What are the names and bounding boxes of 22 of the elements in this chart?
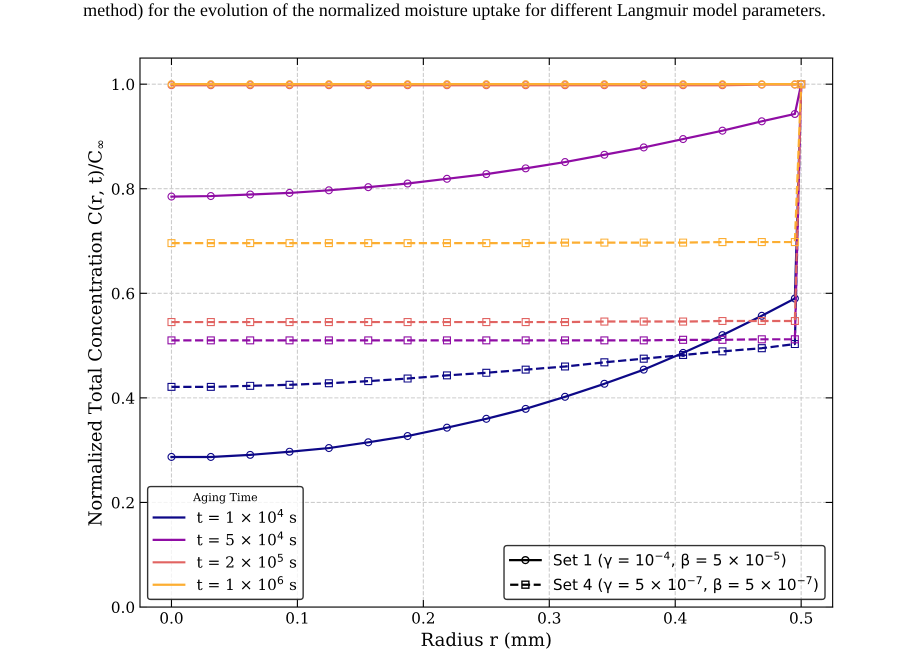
x-tick-label: 0.4 bbox=[664, 612, 687, 624]
x-tick-label: 0.3 bbox=[538, 612, 560, 624]
y-tick-label: 0.8 bbox=[112, 183, 134, 195]
y-tick-label: 0.2 bbox=[112, 496, 134, 508]
annotation: Set 1 (γ = 10$^{−4}$, β = 5 × 10$^{−5}$) bbox=[554, 552, 786, 569]
y-tick-label: 1.0 bbox=[112, 78, 134, 90]
legend-title: Aging Time bbox=[193, 492, 258, 504]
legend-label: t = 5 × 10$^{4}$ s bbox=[196, 531, 296, 546]
chart-title: method) for the evolution of the normalized moisture uptake for different Langmuir model parameters. bbox=[84, 3, 825, 20]
y-tick-label: 0.4 bbox=[112, 392, 134, 404]
annotation: Set 4 (γ = 5 × 10$^{−7}$, β = 5 × 10$^{−7}$) bbox=[554, 576, 818, 594]
y-axis-title: Normalized Total Concentration C(r, t)/C$_{∞}$ bbox=[88, 140, 104, 526]
x-tick-label: 0.2 bbox=[412, 612, 434, 624]
x-tick-label: 0.5 bbox=[790, 612, 812, 624]
x-tick-label: 0.1 bbox=[286, 612, 308, 624]
legend-label: t = 1 × 10$^{6}$ s bbox=[196, 576, 296, 590]
x-axis-title: Radius r (mm) bbox=[422, 632, 551, 649]
legend-label: t = 1 × 10$^{4}$ s bbox=[196, 509, 296, 523]
legend-label: t = 2 × 10$^{5}$ s bbox=[196, 554, 296, 568]
y-tick-label: 0.0 bbox=[112, 601, 134, 614]
y-tick-label: 0.6 bbox=[112, 288, 134, 300]
x-tick-label: 0.0 bbox=[160, 612, 183, 624]
